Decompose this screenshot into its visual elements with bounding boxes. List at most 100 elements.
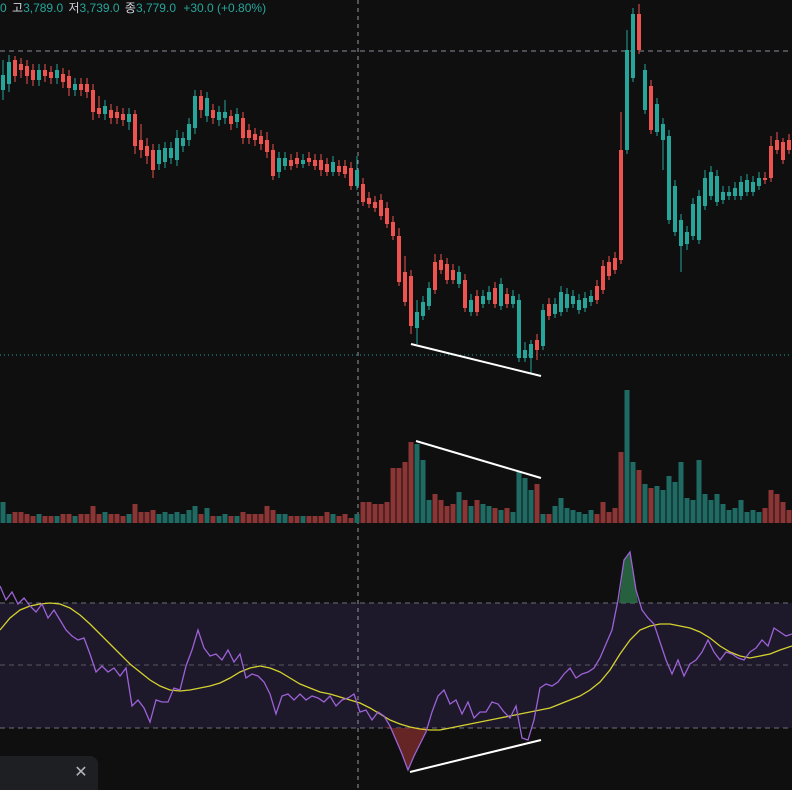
volume-bar (168, 514, 174, 523)
volume-bar (588, 510, 594, 523)
candle-body (205, 98, 209, 116)
volume-bar (528, 490, 534, 523)
volume-bar (438, 500, 444, 523)
candle-body (547, 304, 551, 316)
candle-body (739, 182, 743, 196)
volume-bar (150, 510, 156, 523)
candle-body (49, 72, 53, 78)
volume-bar (24, 514, 30, 523)
volume-bar (444, 506, 450, 523)
candle-body (733, 188, 737, 196)
candle-body (73, 84, 77, 90)
candle-body (61, 74, 65, 82)
volume-bar (780, 502, 786, 523)
volume-bar (432, 494, 438, 523)
candle-body (43, 70, 47, 76)
candlestick-series (1, 4, 791, 374)
candle-body (277, 158, 281, 172)
volume-bar (696, 460, 702, 523)
volume-bar (774, 494, 780, 523)
candle-body (229, 116, 233, 124)
volume-bar (654, 486, 660, 523)
volume-bar (516, 472, 522, 523)
candle-body (133, 114, 137, 146)
volume-bar (684, 498, 690, 523)
candle-body (211, 110, 215, 118)
volume-bar (714, 494, 720, 523)
candle-body (475, 296, 479, 312)
volume-bar (456, 492, 462, 523)
volume-bar (144, 512, 150, 523)
volume-bar (162, 512, 168, 523)
candle-body (55, 70, 59, 78)
volume-bar (372, 504, 378, 523)
candle-body (355, 170, 359, 186)
volume-bar (6, 514, 12, 523)
candle-body (655, 104, 659, 132)
volume-bar (426, 500, 432, 523)
volume-bar (570, 510, 576, 523)
volume-bar (540, 514, 546, 523)
volume-bar (690, 500, 696, 523)
volume-bar (480, 504, 486, 523)
volume-bar (96, 514, 102, 523)
volume-bar (492, 508, 498, 523)
candle-body (619, 150, 623, 260)
volume-bar (282, 514, 288, 523)
candle-body (589, 296, 593, 302)
volume-bar (66, 514, 72, 523)
close-value: 3,779.0 (135, 1, 176, 15)
candle-body (337, 166, 341, 172)
volume-bar (354, 514, 360, 523)
candle-body (697, 196, 701, 240)
candle-body (469, 300, 473, 312)
volume-bar (660, 490, 666, 523)
candle-body (607, 262, 611, 276)
close-icon[interactable]: ✕ (74, 764, 88, 781)
volume-bar (648, 488, 654, 523)
volume-bar (738, 500, 744, 523)
volume-bar (474, 500, 480, 523)
candle-body (79, 84, 83, 90)
candle-body (409, 276, 413, 326)
volume-bar (708, 500, 714, 523)
volume-bar (546, 514, 552, 523)
candle-body (751, 182, 755, 192)
candle-body (661, 124, 665, 140)
candle-body (217, 112, 221, 120)
volume-bar (186, 510, 192, 523)
candle-body (391, 222, 395, 236)
volume-bar (318, 516, 324, 523)
candle-body (703, 178, 707, 206)
volume-bar (120, 516, 126, 523)
candle-body (721, 192, 725, 200)
candle-body (445, 264, 449, 280)
candle-body (109, 110, 113, 118)
volume-bar (36, 514, 42, 523)
volume-bar (198, 514, 204, 523)
volume-bar (732, 508, 738, 523)
volume-bar (324, 512, 330, 523)
volume-bar (174, 512, 180, 523)
candle-body (193, 96, 197, 128)
volume-bar (726, 510, 732, 523)
volume-bar (306, 516, 312, 523)
volume-bar (48, 516, 54, 523)
candle-body (637, 14, 641, 50)
candle-body (481, 296, 485, 304)
volume-bar (0, 502, 6, 523)
volume-bar (330, 514, 336, 523)
volume-bar (132, 504, 138, 523)
candle-body (265, 140, 269, 152)
candle-body (745, 180, 749, 192)
volume-bar (414, 444, 420, 523)
volume-bar (90, 506, 96, 523)
candle-body (727, 192, 731, 196)
volume-bar (420, 460, 426, 523)
candle-body (319, 160, 323, 170)
volume-bar (360, 502, 366, 523)
change-value: +30.0 (+0.80%) (183, 1, 267, 15)
candle-body (679, 220, 683, 246)
candle-body (577, 300, 581, 310)
